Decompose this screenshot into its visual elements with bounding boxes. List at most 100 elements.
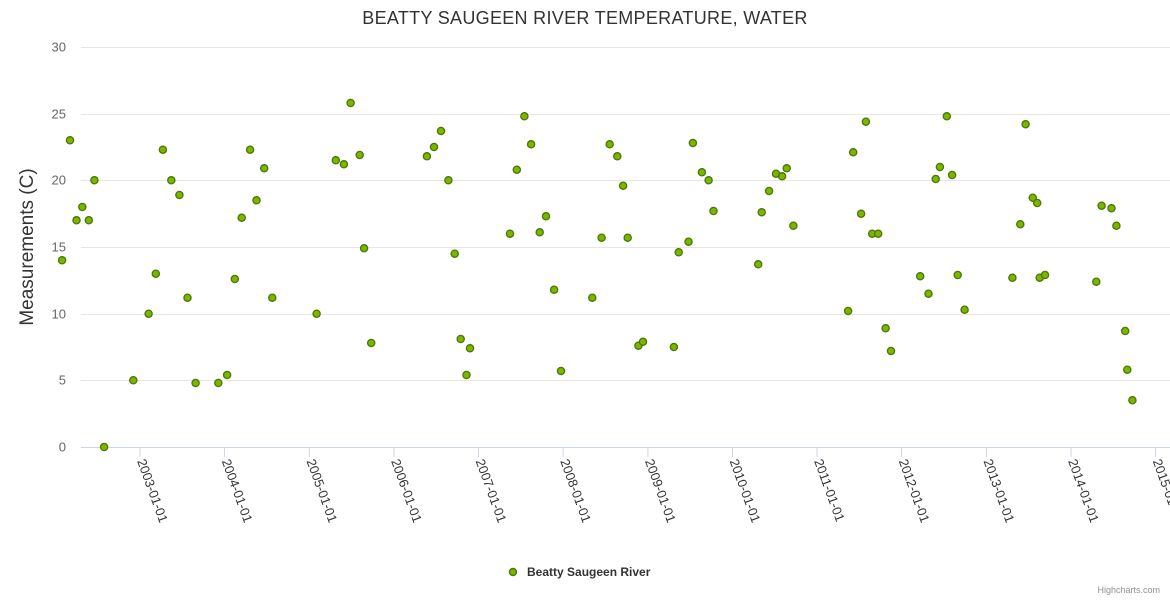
data-point[interactable]	[947, 170, 957, 180]
data-point[interactable]	[873, 229, 883, 238]
data-point[interactable]	[422, 152, 432, 161]
data-point[interactable]	[65, 136, 75, 145]
data-point[interactable]	[588, 293, 597, 302]
legend[interactable]: Beatty Saugeen River	[508, 565, 651, 579]
data-point[interactable]	[886, 346, 896, 356]
data-point[interactable]	[549, 285, 559, 294]
data-point[interactable]	[541, 212, 551, 221]
data-point[interactable]	[505, 229, 515, 238]
data-point[interactable]	[78, 202, 87, 212]
data-point[interactable]	[355, 150, 364, 160]
data-point[interactable]	[346, 98, 355, 108]
data-point[interactable]	[1123, 365, 1132, 374]
data-point[interactable]	[526, 140, 536, 149]
data-point[interactable]	[669, 342, 679, 352]
data-point[interactable]	[688, 138, 698, 148]
data-point[interactable]	[175, 190, 184, 200]
data-point[interactable]	[245, 145, 255, 154]
data-point[interactable]	[339, 160, 349, 169]
legend-marker-icon[interactable]	[508, 567, 518, 577]
data-point[interactable]	[638, 337, 648, 346]
data-point[interactable]	[931, 174, 940, 184]
data-point[interactable]	[1032, 198, 1042, 208]
data-point[interactable]	[1008, 273, 1017, 282]
data-point[interactable]	[1128, 396, 1137, 405]
data-point[interactable]	[57, 256, 67, 265]
data-point[interactable]	[312, 309, 321, 318]
data-points[interactable]	[57, 98, 1137, 452]
data-point[interactable]	[429, 142, 439, 152]
data-point[interactable]	[556, 366, 566, 376]
data-point[interactable]	[709, 206, 718, 216]
data-point[interactable]	[444, 176, 453, 185]
data-point[interactable]	[856, 209, 866, 218]
data-point[interactable]	[1097, 201, 1106, 210]
data-point[interactable]	[674, 248, 683, 257]
data-point[interactable]	[757, 208, 766, 217]
data-point[interactable]	[520, 112, 529, 121]
data-point[interactable]	[268, 293, 277, 302]
data-point[interactable]	[597, 233, 606, 242]
data-point[interactable]	[90, 176, 99, 185]
data-point[interactable]	[1028, 193, 1038, 202]
data-point[interactable]	[613, 152, 622, 161]
x-tick-label: 2014-01-01	[1065, 457, 1102, 525]
data-point[interactable]	[684, 237, 693, 246]
data-point[interactable]	[1120, 326, 1130, 336]
data-point[interactable]	[252, 196, 261, 205]
data-point[interactable]	[881, 324, 890, 333]
data-point[interactable]	[183, 293, 192, 302]
data-point[interactable]	[782, 164, 791, 173]
data-point[interactable]	[953, 270, 962, 280]
data-point[interactable]	[924, 289, 933, 298]
data-point[interactable]	[237, 213, 246, 222]
data-point[interactable]	[618, 181, 628, 190]
data-point[interactable]	[861, 117, 871, 126]
data-point[interactable]	[450, 249, 459, 258]
data-point[interactable]	[214, 378, 223, 388]
data-point[interactable]	[144, 309, 153, 318]
data-point[interactable]	[99, 442, 109, 452]
data-point[interactable]	[456, 334, 465, 344]
data-point[interactable]	[222, 370, 232, 380]
data-point[interactable]	[935, 162, 945, 172]
data-point[interactable]	[942, 112, 952, 121]
legend-label[interactable]: Beatty Saugeen River	[527, 565, 651, 579]
data-point[interactable]	[331, 156, 341, 165]
data-point[interactable]	[1092, 277, 1101, 286]
data-point[interactable]	[764, 186, 774, 196]
data-point[interactable]	[72, 216, 81, 225]
data-point[interactable]	[623, 233, 632, 242]
data-point[interactable]	[465, 344, 475, 353]
data-point[interactable]	[777, 172, 787, 181]
data-point[interactable]	[1107, 204, 1116, 213]
data-point[interactable]	[158, 145, 168, 154]
data-point[interactable]	[789, 221, 798, 230]
data-point[interactable]	[512, 165, 522, 174]
data-point[interactable]	[151, 269, 161, 278]
data-point[interactable]	[1040, 270, 1050, 280]
data-point[interactable]	[605, 140, 614, 149]
data-point[interactable]	[230, 274, 240, 284]
data-point[interactable]	[960, 305, 969, 314]
data-point[interactable]	[697, 168, 707, 177]
data-point[interactable]	[915, 272, 925, 281]
data-point[interactable]	[259, 164, 269, 173]
data-point[interactable]	[1112, 221, 1121, 230]
data-point[interactable]	[191, 378, 200, 388]
data-point[interactable]	[366, 338, 376, 348]
data-point[interactable]	[843, 306, 853, 316]
data-point[interactable]	[129, 376, 138, 385]
data-point[interactable]	[753, 260, 763, 269]
data-point[interactable]	[462, 370, 471, 380]
data-point[interactable]	[848, 148, 858, 157]
data-point[interactable]	[84, 216, 94, 225]
data-point[interactable]	[1016, 220, 1025, 229]
data-point[interactable]	[167, 176, 176, 185]
data-point[interactable]	[704, 176, 713, 185]
credits-link[interactable]: Highcharts.com	[1097, 585, 1160, 595]
data-point[interactable]	[359, 244, 369, 253]
data-point[interactable]	[535, 228, 544, 237]
data-point[interactable]	[436, 126, 446, 136]
data-point[interactable]	[1021, 120, 1030, 129]
